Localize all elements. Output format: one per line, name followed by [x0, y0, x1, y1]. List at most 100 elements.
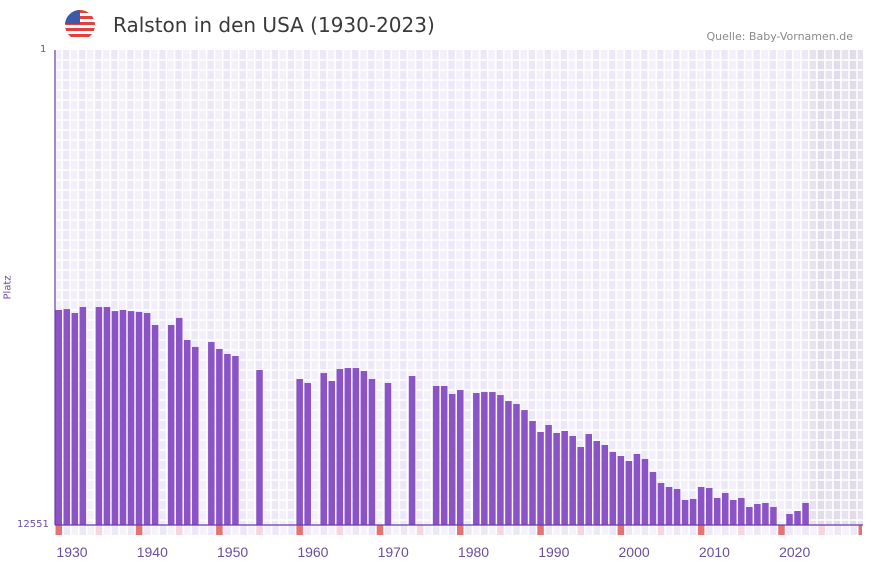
year-marker [721, 525, 729, 535]
grid-column [609, 50, 618, 525]
bar-2016 [746, 506, 753, 525]
grid-column [833, 50, 842, 525]
year-marker [689, 525, 697, 535]
bar-1974 [408, 375, 416, 525]
grid-column [801, 50, 810, 525]
bar-1931 [63, 309, 71, 525]
grid-column [55, 50, 64, 525]
grid-column [143, 50, 152, 525]
bar-1941 [143, 313, 151, 525]
grid-column [697, 50, 706, 525]
bar-2017 [754, 503, 761, 525]
x-tick-label: 1980 [458, 544, 489, 560]
year-marker [473, 525, 480, 535]
grid-column [665, 50, 674, 525]
grid-column [456, 50, 465, 525]
grid-column [95, 50, 104, 525]
bar-2018 [762, 502, 769, 525]
bar-1968 [360, 371, 368, 525]
year-marker [175, 525, 183, 535]
year-marker [416, 525, 424, 535]
year-marker [320, 525, 328, 535]
bar-1945 [175, 317, 183, 525]
year-marker [424, 525, 432, 535]
year-marker [440, 525, 448, 535]
x-tick-label: 2020 [779, 544, 810, 560]
year-marker [826, 525, 833, 535]
bar-1985 [497, 395, 504, 525]
grid-column [167, 50, 176, 525]
bar-1998 [601, 445, 609, 525]
year-marker [87, 525, 95, 535]
grid-column [135, 50, 144, 525]
grid-column [448, 50, 457, 525]
year-marker [545, 525, 552, 535]
grid-column [520, 50, 529, 525]
grid-column [127, 50, 136, 525]
grid-column [376, 50, 385, 525]
grid-column [689, 50, 698, 525]
year-marker [208, 525, 215, 535]
bar-1930 [55, 309, 63, 525]
grid-column [625, 50, 634, 525]
grid-column [368, 50, 377, 525]
us-flag-icon [65, 10, 95, 40]
grid-column [504, 50, 513, 525]
year-marker [649, 525, 657, 535]
year-marker [344, 525, 352, 535]
grid-column [87, 50, 96, 525]
year-marker [79, 525, 87, 535]
bar-1946 [183, 340, 191, 525]
year-marker [778, 525, 785, 535]
bar-1960 [296, 378, 303, 525]
source-label: Quelle: Baby-Vornamen.de [706, 30, 853, 43]
grid-column [360, 50, 369, 525]
grid-column [737, 50, 746, 525]
grid-column [721, 50, 730, 525]
x-tick-label: 1950 [217, 544, 248, 560]
grid-column [472, 50, 481, 525]
year-marker [135, 525, 143, 535]
bar-2019 [770, 506, 777, 525]
bar-1984 [489, 392, 496, 525]
year-marker [63, 525, 71, 535]
grid-column [408, 50, 417, 525]
year-marker [561, 525, 568, 535]
bar-1988 [521, 410, 528, 525]
bar-2011 [705, 487, 713, 525]
grid-column [761, 50, 770, 525]
bar-2002 [633, 453, 641, 525]
year-marker [288, 525, 295, 535]
grid-column [681, 50, 690, 525]
year-marker [360, 525, 368, 535]
grid-column [384, 50, 393, 525]
grid-column [769, 50, 778, 525]
year-marker [224, 525, 231, 535]
bar-2007 [673, 489, 681, 525]
bar-1932 [71, 313, 79, 525]
year-marker [617, 525, 625, 535]
year-marker [770, 525, 777, 535]
bar-2014 [730, 499, 737, 525]
year-marker [167, 525, 175, 535]
bar-2000 [617, 456, 625, 525]
year-marker [489, 525, 496, 535]
year-marker [465, 525, 472, 535]
grid-column [560, 50, 569, 525]
bar-1940 [135, 311, 143, 525]
bar-1999 [609, 451, 617, 525]
year-marker [497, 525, 504, 535]
year-marker [786, 525, 793, 535]
year-marker [569, 525, 576, 535]
year-marker [585, 525, 593, 535]
x-tick-label: 1970 [378, 544, 409, 560]
grid-column [79, 50, 88, 525]
year-marker [256, 525, 263, 535]
year-marker [159, 525, 167, 535]
bar-2022 [794, 511, 801, 525]
grid-column [231, 50, 240, 525]
year-marker [143, 525, 151, 535]
grid-column [649, 50, 658, 525]
grid-column [199, 50, 208, 525]
bar-2012 [713, 497, 721, 525]
